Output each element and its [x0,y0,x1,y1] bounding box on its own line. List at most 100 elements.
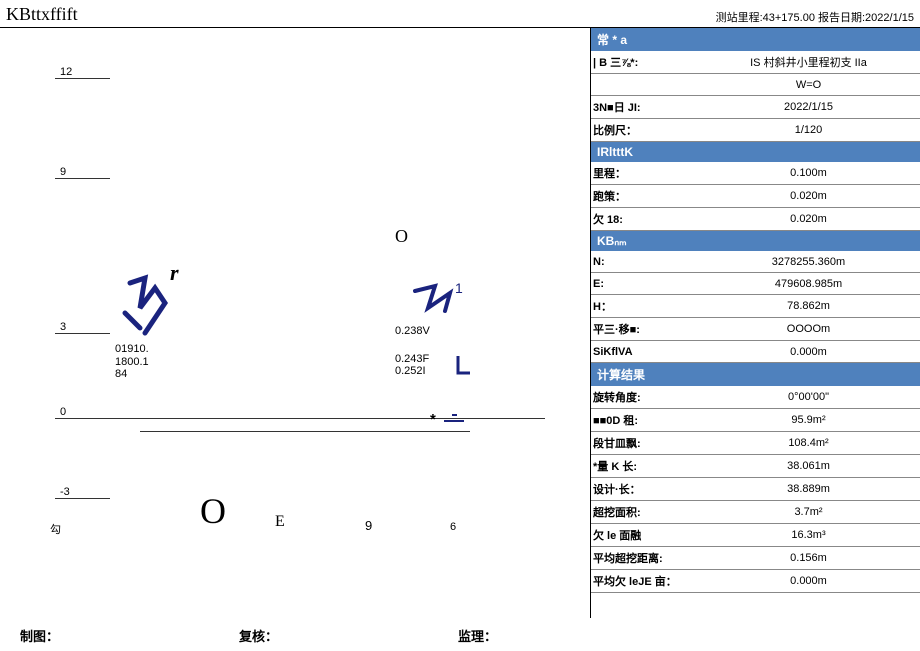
calc-row: ■■0D 租:95.9m² [591,409,920,432]
calc-row: 超挖面积:3.7m² [591,501,920,524]
footer-draw: 制图： [20,626,59,645]
section-header-calc: 计算结果 [591,363,920,386]
reading-3: 0.252I [395,366,426,377]
basic-value: 1/120 [703,124,914,136]
star-marker: * [430,411,436,428]
chart-area: 12 9 3 0 -3 r 1 * O 01910. 1800.1 84 [0,28,590,618]
calc-value: 38.889m [703,483,914,495]
calc-value: 3.7m² [703,506,914,518]
report-meta: 测站里程:43+175.00 报告日期:2022/1/15 [716,9,914,25]
calc-key: ■■0D 租: [593,412,703,428]
section-header-basic: 常 * a [591,28,920,51]
calc-value: 95.9m² [703,414,914,426]
kb-key: N: [593,256,703,268]
y-tick-label: 12 [60,66,72,78]
six-label: 6 [450,521,456,533]
y-tick-label: 3 [60,321,66,333]
coord-line-1: 01910. [115,343,149,356]
basic-row: 比例尺：1/120 [591,119,920,142]
calc-value: 0.156m [703,552,914,564]
basic-row: W=O [591,74,920,96]
basic-value: 2022/1/15 [703,101,914,113]
kb-row: SiKflVA0.000m [591,341,920,363]
irl-row: 跑策：0.020m [591,185,920,208]
footer-review: 复核： [239,626,278,645]
calc-key: 设计·长： [593,481,703,497]
coord-block: 01910. 1800.1 84 [115,343,149,381]
page-title: KBttxffift [6,4,78,25]
nine-label: 9 [365,518,372,533]
kb-key: E: [593,278,703,290]
y-tick-label: 9 [60,166,66,178]
kb-row: E:479608.985m [591,273,920,295]
section-header-irl: IRltttK [591,142,920,162]
section-header-kb: KBₙₘ [591,231,920,251]
o-marker-top: O [395,226,408,247]
reading-1: 0.238V [395,326,430,337]
calc-key: 平均欠 leJE 亩： [593,573,703,589]
kb-value: 3278255.360m [703,256,914,268]
kb-value: 0.000m [703,346,914,358]
basic-value: W=O [703,79,914,91]
basic-row: 3N■日 JI:2022/1/15 [591,96,920,119]
dash-marker [442,412,472,426]
basic-key: 比例尺： [593,122,703,138]
calc-row: 平均欠 leJE 亩：0.000m [591,570,920,593]
title-bar: KBttxffift 测站里程:43+175.00 报告日期:2022/1/15 [0,0,920,28]
y-tick [55,333,110,334]
reading-2: 0.243F [395,354,429,365]
basic-value: IS 村斜井小里程初支 IIa [703,54,914,70]
kb-key: SiKflVA [593,346,703,358]
calc-row: 设计·长：38.889m [591,478,920,501]
irl-row: 里程：0.100m [591,162,920,185]
y-tick [55,78,110,79]
irl-key: 里程： [593,165,703,181]
calc-value: 108.4m² [703,437,914,449]
irl-key: 跑策： [593,188,703,204]
axis-baseline-2 [140,431,470,432]
marker-one: 1 [455,280,463,296]
basic-key: | B 三⅞*: [593,54,703,70]
irl-value: 0.100m [703,167,914,179]
y-tick-label: -3 [60,486,70,498]
y-tick [55,498,110,499]
footer-supervise: 监理： [458,626,497,645]
kb-value: OOOOm [703,323,914,335]
calc-row: 旋转角度:0°00'00" [591,386,920,409]
calc-key: 段甘皿飘: [593,435,703,451]
basic-row: | B 三⅞*:IS 村斜井小里程初支 IIa [591,51,920,74]
kb-key: 平三·移■: [593,321,703,337]
y-tick-label: 0 [60,406,66,418]
calc-key: 旋转角度: [593,389,703,405]
kb-row: H：78.862m [591,295,920,318]
footer: 制图： 复核： 监理： [0,626,920,645]
calc-value: 38.061m [703,460,914,472]
e-label: E [275,513,285,531]
glyph-shape-right [410,283,460,318]
calc-row: 段甘皿飘:108.4m² [591,432,920,455]
coord-line-3: 84 [115,368,149,381]
basic-key: 3N■日 JI: [593,99,703,115]
calc-row: 平均超挖距离:0.156m [591,547,920,570]
kb-value: 479608.985m [703,278,914,290]
box-marker [455,353,475,378]
kb-value: 78.862m [703,300,914,312]
calc-key: 平均超挖距离: [593,550,703,566]
calc-key: 欠 le 面融 [593,527,703,543]
calc-value: 0.000m [703,575,914,587]
main-content: 12 9 3 0 -3 r 1 * O 01910. 1800.1 84 [0,28,920,618]
kb-row: 平三·移■:OOOOm [591,318,920,341]
calc-row: 欠 le 面融16.3m³ [591,524,920,547]
r-superscript: r [170,260,179,286]
y-tick [55,178,110,179]
irl-row: 欠 18:0.020m [591,208,920,231]
calc-value: 16.3m³ [703,529,914,541]
irl-value: 0.020m [703,190,914,202]
calc-key: *量 K 长: [593,458,703,474]
side-panel: 常 * a | B 三⅞*:IS 村斜井小里程初支 IIaW=O3N■日 JI:… [590,28,920,618]
calc-key: 超挖面积: [593,504,703,520]
coord-line-2: 1800.1 [115,356,149,369]
kb-row: N:3278255.360m [591,251,920,273]
calc-value: 0°00'00" [703,391,914,403]
kb-key: H： [593,298,703,314]
